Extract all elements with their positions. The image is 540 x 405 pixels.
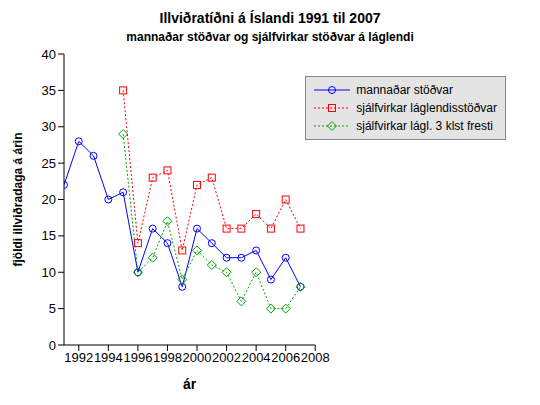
svg-text:1996: 1996 xyxy=(123,350,152,365)
svg-text:20: 20 xyxy=(42,192,56,207)
svg-text:0: 0 xyxy=(49,338,56,353)
svg-text:10: 10 xyxy=(42,265,56,280)
html-text:Illviðratíðni á Íslandi 1991 t: Illviðratíðni á Íslandi 1991 til 2007 xyxy=(159,10,381,26)
svg-text:2008: 2008 xyxy=(301,350,330,365)
svg-text:2002: 2002 xyxy=(212,350,241,365)
svg-text:1992: 1992 xyxy=(64,350,93,365)
html-text:sjálfvirkar láglendisstöðvar: sjálfvirkar láglendisstöðvar xyxy=(356,101,497,115)
svg-text:15: 15 xyxy=(42,228,56,243)
svg-text:25: 25 xyxy=(42,156,56,171)
svg-text:1998: 1998 xyxy=(153,350,182,365)
svg-text:1994: 1994 xyxy=(94,350,123,365)
svg-text:35: 35 xyxy=(42,83,56,98)
svg-text:fjöldi illviðradaga á árin: fjöldi illviðradaga á árin xyxy=(11,132,25,266)
html-text:sjálfvirkar lágl. 3 klst frest: sjálfvirkar lágl. 3 klst fresti xyxy=(356,119,493,133)
html-text:mannaðar stöðvar: mannaðar stöðvar xyxy=(356,83,453,97)
html-text:mannaðar stöðvar og sjálfvirka: mannaðar stöðvar og sjálfvirkar stöðvar … xyxy=(126,30,414,44)
svg-text:5: 5 xyxy=(49,301,56,316)
svg-text:30: 30 xyxy=(42,119,56,134)
svg-text:2000: 2000 xyxy=(183,350,212,365)
svg-text:2006: 2006 xyxy=(271,350,300,365)
svg-text:ár: ár xyxy=(183,376,197,392)
svg-text:40: 40 xyxy=(42,47,56,62)
svg-text:2004: 2004 xyxy=(242,350,271,365)
